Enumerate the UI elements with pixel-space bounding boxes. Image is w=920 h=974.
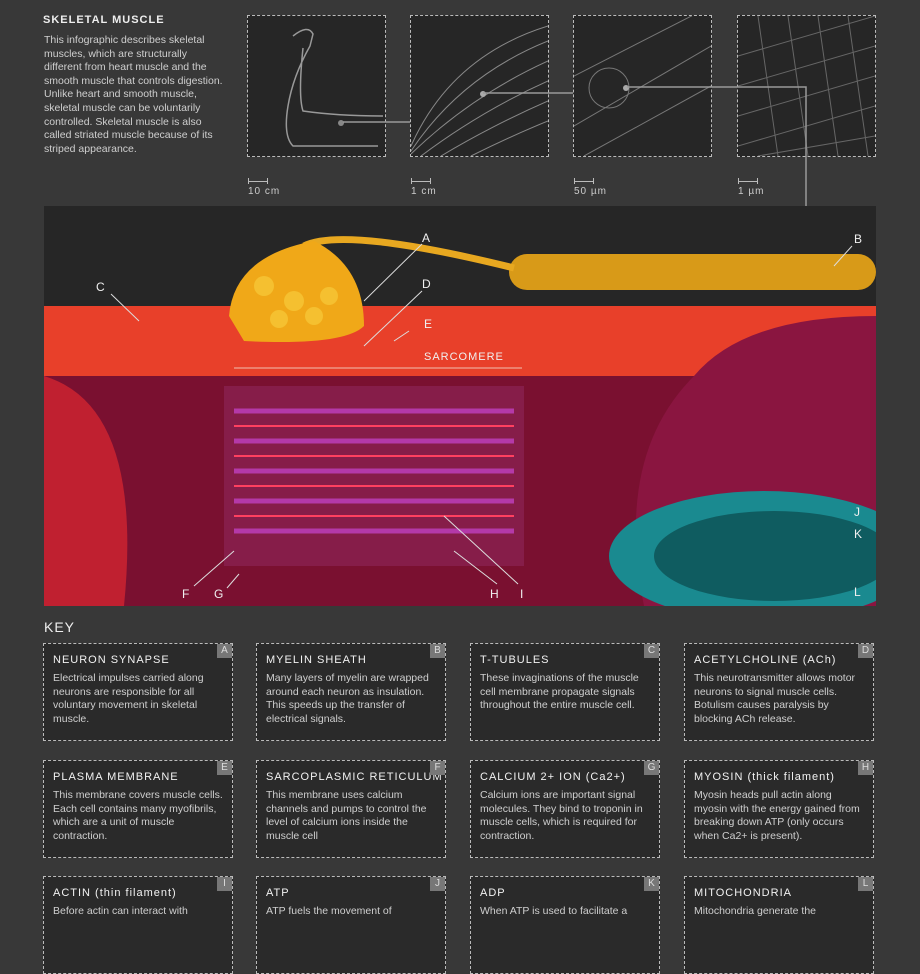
- actin-filaments: [234, 425, 514, 517]
- sarcomere-label: SARCOMERE: [424, 351, 504, 363]
- myosin-filaments: [234, 408, 514, 534]
- label-b: B: [854, 232, 862, 246]
- card-title: CALCIUM 2+ ION (Ca2+): [480, 771, 626, 783]
- scale-bar: 1 cm: [411, 178, 437, 197]
- key-card: E PLASMA MEMBRANE This membrane covers mus…: [43, 760, 233, 858]
- card-letter-badge: G: [644, 761, 659, 775]
- card-title: NEURON SYNAPSE: [53, 654, 170, 666]
- label-i: I: [520, 587, 523, 601]
- page-title: SKELETAL MUSCLE: [43, 14, 165, 26]
- key-card: C T-TUBULES These invaginations of the mus…: [470, 643, 660, 741]
- key-card: K ADP When ATP is used to facilitate a: [470, 876, 660, 974]
- key-card: I ACTIN (thin filament) Before actin can i…: [43, 876, 233, 974]
- card-letter-badge: A: [217, 644, 232, 658]
- myofibril-panel: [737, 15, 876, 157]
- myelin-sheath: [509, 254, 876, 290]
- key-card: L MITOCHONDRIA Mitochondria generate the: [684, 876, 874, 974]
- card-letter-badge: L: [858, 877, 873, 891]
- card-text: This membrane uses calcium channels and …: [266, 789, 427, 842]
- card-letter-badge: C: [644, 644, 659, 658]
- muscle-cell-illustration: A B C D E F G H I J K L SARCOMERE: [44, 206, 876, 606]
- card-letter-badge: J: [430, 877, 445, 891]
- arm-panel: [247, 15, 386, 157]
- label-j: J: [854, 505, 860, 519]
- card-letter-badge: H: [858, 761, 873, 775]
- label-a: A: [422, 231, 430, 245]
- label-c: C: [96, 280, 105, 294]
- card-text: Before actin can interact with: [53, 905, 188, 917]
- card-text: This neurotransmitter allows motor neuro…: [694, 672, 856, 725]
- fiber-bundle-illustration: [573, 5, 712, 157]
- card-letter-badge: B: [430, 644, 445, 658]
- card-title: MYELIN SHEATH: [266, 654, 367, 666]
- card-title: MYOSIN (thick filament): [694, 771, 835, 783]
- card-title: ACETYLCHOLINE (ACh): [694, 654, 837, 666]
- key-heading: KEY: [44, 619, 76, 635]
- card-letter-badge: E: [217, 761, 232, 775]
- card-text: These invaginations of the muscle cell m…: [480, 672, 639, 711]
- intro-text: This infographic describes skeletal musc…: [44, 34, 223, 155]
- key-card: A NEURON SYNAPSE Electrical impulses carri…: [43, 643, 233, 741]
- card-title: ATP: [266, 887, 290, 899]
- fiber-panel: [573, 5, 712, 157]
- card-text: This membrane covers muscle cells. Each …: [53, 789, 223, 842]
- muscle-fibers-illustration: [410, 25, 549, 157]
- arm-illustration: [285, 28, 384, 147]
- muscle-panel: [410, 15, 549, 157]
- key-card: H MYOSIN (thick filament) Myosin heads pul…: [684, 760, 874, 858]
- card-text: Myosin heads pull actin along myosin wit…: [694, 789, 860, 842]
- card-title: PLASMA MEMBRANE: [53, 771, 179, 783]
- scale-label: 50 µm: [574, 186, 607, 197]
- scale-bar: 1 µm: [738, 178, 764, 197]
- card-text: Many layers of myelin are wrapped around…: [266, 672, 429, 725]
- label-k: K: [854, 527, 862, 541]
- card-title: MITOCHONDRIA: [694, 887, 792, 899]
- card-letter-badge: I: [217, 877, 232, 891]
- card-title: ACTIN (thin filament): [53, 887, 177, 899]
- scale-label: 10 cm: [248, 186, 281, 197]
- myofibril: [224, 386, 524, 566]
- card-text: Calcium ions are important signal molecu…: [480, 789, 643, 842]
- card-title: T-TUBULES: [480, 654, 550, 666]
- card-text: When ATP is used to facilitate a: [480, 905, 628, 917]
- connector-lines: [343, 86, 807, 206]
- scale-bar: 10 cm: [248, 178, 280, 197]
- label-e: E: [424, 317, 432, 331]
- label-d: D: [422, 277, 431, 291]
- label-g: G: [214, 587, 223, 601]
- card-letter-badge: D: [858, 644, 873, 658]
- card-text: ATP fuels the movement of: [266, 905, 392, 917]
- card-title: SARCOPLASMIC RETICULUM: [266, 771, 443, 783]
- key-card: G CALCIUM 2+ ION (Ca2+) Calcium ions are i…: [470, 760, 660, 858]
- label-h: H: [490, 587, 499, 601]
- key-card: D ACETYLCHOLINE (ACh) This neurotransmitte…: [684, 643, 874, 741]
- label-f: F: [182, 587, 189, 601]
- key-card: B MYELIN SHEATH Many layers of myelin are …: [256, 643, 446, 741]
- card-text: Mitochondria generate the: [694, 905, 816, 917]
- scale-label: 1 µm: [738, 186, 765, 197]
- card-title: ADP: [480, 887, 506, 899]
- card-letter-badge: K: [644, 877, 659, 891]
- card-text: Electrical impulses carried along neuron…: [53, 672, 204, 725]
- key-card: F SARCOPLASMIC RETICULUM This membrane use…: [256, 760, 446, 858]
- scale-bar: 50 µm: [574, 178, 607, 197]
- scale-label: 1 cm: [411, 186, 437, 197]
- card-letter-badge: F: [430, 761, 445, 775]
- label-l: L: [854, 585, 861, 599]
- key-card: J ATP ATP fuels the movement of: [256, 876, 446, 974]
